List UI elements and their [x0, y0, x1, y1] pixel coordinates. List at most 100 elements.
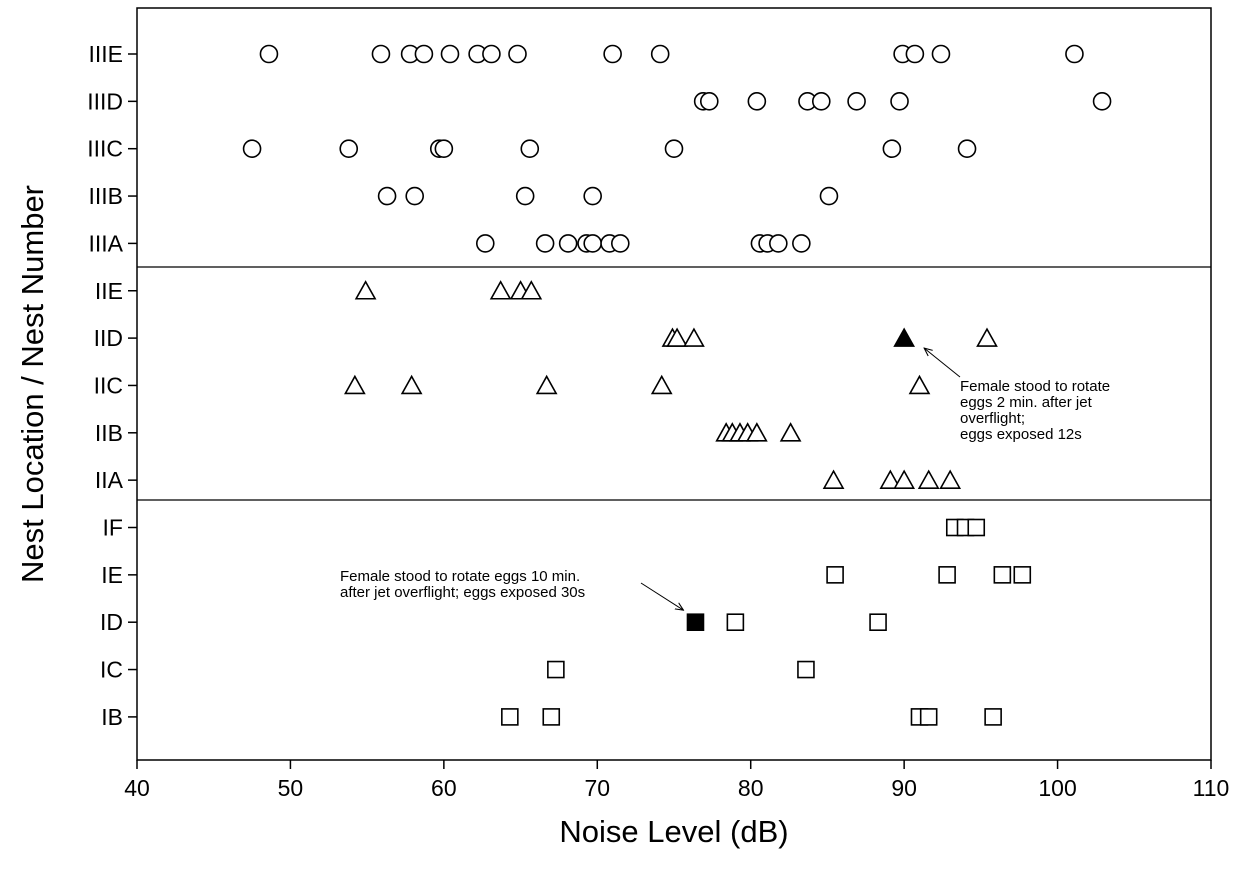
x-tick-label: 40 [124, 775, 150, 801]
annotations: Female stood to rotate eggs 2 min. after … [340, 348, 1110, 610]
y-tick-label: IIB [95, 420, 123, 446]
data-point-circle [558, 234, 578, 253]
data-point-circle [405, 186, 425, 206]
data-point-triangle [893, 327, 916, 347]
data-point-triangle [822, 469, 845, 489]
data-point-circle [508, 44, 527, 64]
data-point-triangle [520, 280, 543, 300]
data-point-circle [515, 186, 535, 206]
data-point-circle [931, 44, 951, 64]
data-point-square [686, 613, 705, 632]
data-point-circle [847, 92, 866, 111]
data-point-circle [819, 186, 839, 206]
data-point-circle [583, 234, 602, 253]
data-point-circle [882, 139, 902, 158]
data-point-triangle [917, 469, 940, 489]
data-point-circle [650, 44, 670, 64]
y-axis: IIIE IIID IIIC IIIB IIIA IIE IID IIC IIB IIA IF IE I… [87, 41, 137, 730]
data-point-square [542, 708, 561, 726]
plot-frame [136, 7, 1212, 761]
x-tick-label: 80 [738, 775, 764, 801]
data-point-triangle [908, 374, 931, 395]
data-point-circle [377, 186, 397, 206]
annotation-1-arrow [924, 348, 961, 378]
data-point-circle [583, 186, 602, 206]
data-point-square [993, 566, 1012, 584]
data-point-circle [1092, 92, 1112, 111]
data-point-triangle [400, 374, 423, 395]
x-tick-label: 60 [431, 775, 457, 801]
y-tick-label: IIIB [88, 183, 123, 209]
data-point-circle [792, 234, 811, 253]
y-tick-label: IF [103, 515, 123, 541]
y-tick-label: IIID [87, 88, 123, 114]
x-tick-label: 90 [891, 775, 917, 801]
data-point-square [869, 613, 887, 632]
data-point-circle [371, 44, 391, 64]
x-tick-label: 110 [1193, 775, 1230, 801]
data-point-circle [242, 139, 262, 158]
x-axis: 40 50 60 70 80 90 100 110 [124, 760, 1229, 801]
y-axis-label: Nest Location / Nest Number [15, 185, 50, 583]
data-point-square [984, 708, 1002, 726]
data-point-circle [747, 92, 767, 111]
data-point-triangle [535, 374, 558, 395]
data-point-triangle [683, 327, 705, 347]
y-tick-label: IB [101, 704, 123, 730]
data-point-circle [699, 92, 719, 111]
data-point-triangle [893, 469, 916, 489]
data-point-triangle [939, 469, 962, 489]
data-point-triangle [779, 422, 802, 442]
data-point-circle [905, 44, 925, 64]
x-axis-label: Noise Level (dB) [559, 814, 788, 849]
data-point-circle [434, 139, 454, 158]
data-point-square [938, 566, 956, 584]
data-point-circle [664, 139, 684, 158]
data-point-circle [769, 234, 788, 253]
data-point-circle [610, 234, 630, 253]
data-point-circle [475, 234, 495, 253]
data-point-square [826, 566, 844, 584]
data-point-circle [440, 44, 460, 64]
data-point-circle [603, 44, 622, 64]
data-point-triangle [666, 327, 688, 347]
data-point-circle [535, 234, 555, 253]
annotation-2: Female stood to rotate eggs 10 min. after… [340, 568, 585, 601]
data-point-circle [414, 44, 434, 64]
x-tick-label: 70 [584, 775, 610, 801]
data-point-circle [957, 139, 977, 158]
y-tick-label: IC [100, 657, 123, 683]
chart-marks [242, 44, 1112, 726]
data-point-triangle [489, 280, 512, 300]
data-point-circle [259, 44, 279, 64]
data-point-triangle [745, 422, 768, 442]
data-point-square [501, 708, 519, 726]
y-tick-label: ID [100, 609, 123, 635]
y-tick-label: IID [94, 325, 123, 351]
data-point-circle [520, 139, 540, 158]
data-point-square [919, 708, 938, 726]
data-point-triangle [976, 327, 998, 347]
y-tick-label: IIE [95, 278, 123, 304]
data-point-triangle [344, 374, 366, 395]
data-point-square [967, 518, 986, 537]
y-tick-label: IIIE [88, 41, 123, 67]
y-tick-label: IIA [95, 467, 124, 493]
data-point-circle [890, 92, 909, 111]
data-point-triangle [879, 469, 902, 489]
y-tick-label: IIC [94, 372, 123, 398]
data-point-triangle [650, 374, 673, 395]
data-point-triangle [354, 280, 377, 300]
x-tick-label: 100 [1038, 775, 1076, 801]
y-tick-label: IE [101, 562, 123, 588]
data-point-circle [482, 44, 501, 64]
annotation-2-arrow [640, 582, 683, 610]
y-tick-label: IIIC [87, 136, 123, 162]
data-point-circle [339, 139, 359, 158]
data-point-circle [1065, 44, 1084, 64]
data-point-square [797, 660, 815, 679]
data-point-square [547, 660, 565, 679]
data-point-square [726, 613, 745, 632]
x-tick-label: 50 [278, 775, 304, 801]
